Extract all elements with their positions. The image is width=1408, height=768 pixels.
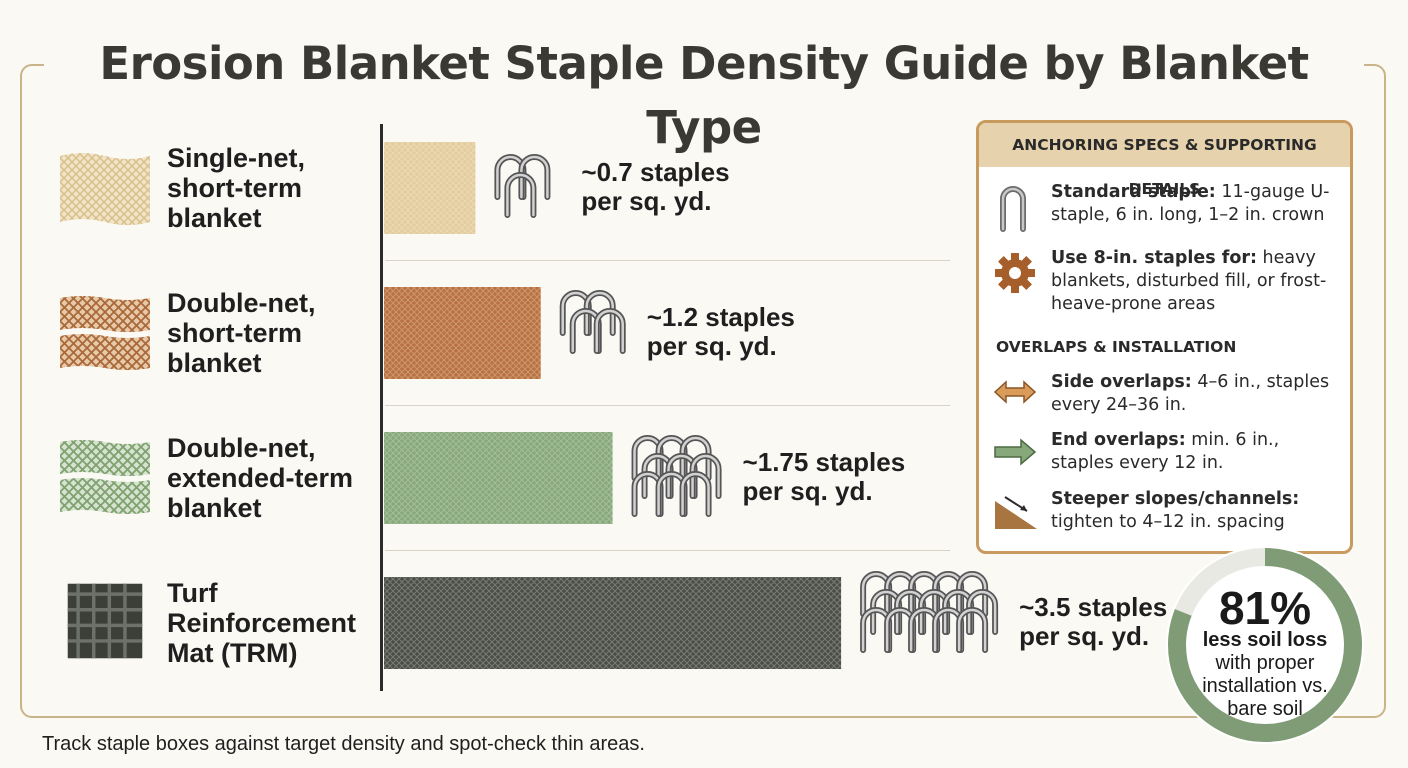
spec-bold: Side overlaps: <box>1051 372 1192 392</box>
row-separator <box>385 405 950 406</box>
category-label-single-net: Single-net, short-term blanket <box>167 143 305 233</box>
footer-note: Track staple boxes against target densit… <box>42 733 645 755</box>
chart-axis <box>380 124 383 691</box>
single-net-swatch-icon <box>60 153 150 225</box>
overlaps-heading: OVERLAPS & INSTALLATION <box>996 338 1237 356</box>
spec-bold: Standard staple: <box>1051 182 1216 202</box>
spec-text: 4–6 in., staples every 24–36 in. <box>1051 372 1330 415</box>
value-label: ~1.75 staples per sq. yd. <box>743 448 906 506</box>
panel-heading: ANCHORING SPECS & SUPPORTING DETAILS <box>979 123 1350 198</box>
category-label-line: Reinforcement <box>167 608 357 638</box>
stat-text: with proper installation vs. bare soil <box>1202 652 1328 720</box>
right-arrow-icon <box>994 438 1037 466</box>
value-label-line: per sq. yd. <box>742 476 873 506</box>
spec-text: min. 6 in., staples every 12 in. <box>1051 430 1280 473</box>
category-label-line: Single-net, <box>167 143 306 173</box>
category-label-double-net-short: Double-net, short-term blanket <box>167 288 316 378</box>
stat-bold: less soil loss <box>1202 629 1328 651</box>
row-separator <box>385 550 950 551</box>
category-label-line: extended-term <box>167 463 354 493</box>
spec-text: heavy blankets, disturbed fill, or frost… <box>1051 248 1327 314</box>
value-label-line: ~3.5 staples <box>1019 592 1168 622</box>
spec-bold: Steeper slopes/channels: <box>1051 489 1300 509</box>
category-label-line: short-term <box>167 318 303 348</box>
value-label: ~3.5 staples per sq. yd. <box>1019 593 1167 651</box>
specs-panel: ANCHORING SPECS & SUPPORTING DETAILS Sta… <box>976 120 1353 554</box>
category-label-line: Double-net, <box>167 288 316 318</box>
category-label-line: blanket <box>167 348 262 378</box>
value-label-line: ~1.2 staples <box>646 302 795 332</box>
value-label: ~1.2 staples per sq. yd. <box>647 303 795 361</box>
category-label-trm: Turf Reinforcement Mat (TRM) <box>167 578 356 668</box>
spec-steeper-slopes: Steeper slopes/channels: tighten to 4–12… <box>1051 488 1347 534</box>
trm-swatch-icon <box>67 583 143 659</box>
double-net-extended-swatch-icon <box>60 440 150 514</box>
value-label-line: per sq. yd. <box>581 186 712 216</box>
category-label-line: blanket <box>167 203 262 233</box>
stat-ring-arc <box>1168 548 1362 742</box>
stat-percent: 81% <box>1218 582 1312 634</box>
spec-text: tighten to 4–12 in. spacing <box>1051 512 1285 532</box>
category-label-line: blanket <box>167 493 262 523</box>
category-label-line: short-term <box>167 173 303 203</box>
row-separator <box>385 260 950 261</box>
gear-icon <box>995 253 1035 293</box>
slope-icon <box>995 496 1037 529</box>
spec-side-overlaps: Side overlaps: 4–6 in., staples every 24… <box>1051 371 1347 417</box>
value-label-line: per sq. yd. <box>1019 621 1150 651</box>
double-arrow-icon <box>993 380 1037 404</box>
u-staple-icon <box>1000 186 1026 232</box>
value-label: ~0.7 staples per sq. yd. <box>581 158 729 216</box>
category-label-line: Double-net, <box>167 433 316 463</box>
category-label-line: Mat (TRM) <box>167 638 298 668</box>
double-net-short-swatch-icon <box>60 296 150 370</box>
spec-8in-staples: Use 8-in. staples for: heavy blankets, d… <box>1051 247 1347 316</box>
category-label-line: Turf <box>167 578 218 608</box>
value-label-line: ~1.75 staples <box>742 447 906 477</box>
spec-end-overlaps: End overlaps: min. 6 in., staples every … <box>1051 429 1347 475</box>
stat-ring <box>1166 546 1364 744</box>
spec-bold: End overlaps: <box>1051 430 1186 450</box>
value-label-line: ~0.7 staples <box>581 157 730 187</box>
value-label-line: per sq. yd. <box>646 331 777 361</box>
spec-standard-staple: Standard staple: 11-gauge U-staple, 6 in… <box>1051 181 1347 227</box>
category-label-double-net-extended: Double-net, extended-term blanket <box>167 433 353 523</box>
spec-bold: Use 8-in. staples for: <box>1051 248 1257 268</box>
spec-text: 11-gauge U-staple, 6 in. long, 1–2 in. c… <box>1051 182 1330 225</box>
